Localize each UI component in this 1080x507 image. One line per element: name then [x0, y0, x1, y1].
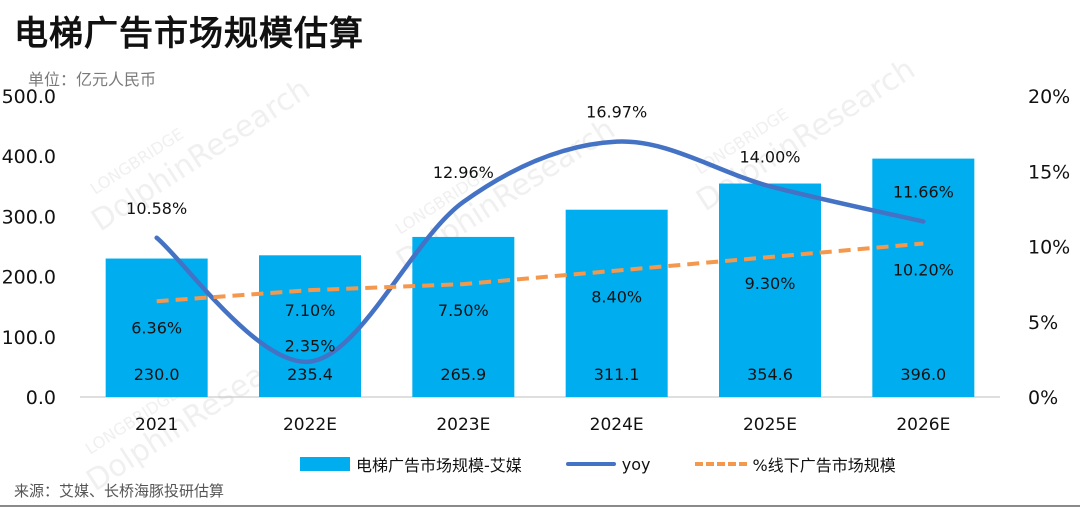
legend: 电梯广告市场规模-艾媒 yoy %线下广告市场规模 [300, 452, 940, 476]
y-left-tick-label: 100.0 [2, 327, 56, 349]
page-title: 电梯广告市场规模估算 [14, 14, 364, 54]
legend-label-yoy: yoy [621, 454, 651, 474]
bar-value-label: 230.0 [134, 365, 180, 384]
legend-item-offline: %线下广告市场规模 [694, 452, 896, 476]
yoy-value-label: 2.35% [285, 337, 336, 356]
yoy-value-label: 14.00% [739, 147, 800, 166]
watermark-name: DolphinResearch [85, 72, 316, 239]
unit-label: 单位：亿元人民币 [28, 70, 157, 89]
bar [259, 255, 361, 397]
bar-value-labels: 230.0 235.4 265.9 311.1 354.6 396.0 [134, 365, 946, 384]
yoy-value-label: 16.97% [586, 103, 647, 122]
y-right-tick-label: 0% [1028, 387, 1058, 409]
offline-value-label: 10.20% [893, 260, 954, 279]
bar-value-label: 265.9 [440, 365, 486, 384]
x-tick-label: 2022E [283, 415, 337, 435]
legend-swatch-offline [694, 462, 747, 466]
y-right-tick-label: 5% [1028, 312, 1058, 334]
y-right-tick-label: 15% [1028, 161, 1070, 183]
bar [412, 236, 515, 397]
offline-value-label: 6.36% [131, 318, 182, 337]
line-value-labels: 10.58% 2.35% 12.96% 16.97% 14.00% 11.66% 6.36%… [126, 103, 954, 356]
x-tick-label: 2021 [135, 415, 178, 435]
bar [872, 158, 975, 397]
legend-item-yoy: yoy [565, 454, 651, 474]
y-left-tick-label: 300.0 [2, 206, 56, 228]
bar-value-label: 311.1 [594, 365, 640, 384]
y-left-tick-label: 500.0 [2, 86, 56, 108]
bar [719, 183, 821, 397]
bottom-divider [0, 505, 1080, 507]
bar-value-label: 354.6 [747, 365, 793, 384]
y-axis-right: 0% 5% 10% 15% 20% [1028, 86, 1070, 409]
x-tick-label: 2024E [590, 415, 644, 435]
offline-share-line [156, 241, 924, 304]
offline-value-label: 7.10% [285, 301, 336, 320]
yoy-value-label: 11.66% [893, 183, 954, 202]
offline-value-label: 7.50% [438, 301, 489, 320]
legend-item-bars: 电梯广告市场规模-艾媒 [300, 452, 522, 476]
x-axis-ticks: 2021 2022E 2023E 2024E 2025E 2026E [135, 415, 950, 435]
bar [565, 209, 668, 397]
bar [105, 258, 208, 397]
x-tick-label: 2025E [743, 415, 797, 435]
offline-value-label: 8.40% [591, 288, 642, 307]
y-right-tick-label: 10% [1028, 237, 1070, 259]
yoy-line [154, 139, 926, 364]
legend-label-offline: %线下广告市场规模 [752, 456, 896, 475]
y-left-tick-label: 400.0 [2, 146, 56, 168]
bar-value-label: 396.0 [900, 365, 946, 384]
legend-label-bars: 电梯广告市场规模-艾媒 [356, 456, 522, 475]
y-left-tick-label: 200.0 [2, 267, 56, 289]
yoy-value-label: 12.96% [433, 163, 494, 182]
offline-value-label: 9.30% [745, 274, 796, 293]
y-left-tick-label: 0.0 [26, 387, 56, 409]
line-series [154, 139, 926, 364]
bar-value-label: 235.4 [287, 365, 333, 384]
yoy-value-label: 10.58% [126, 199, 187, 218]
y-axis-left: 0.0 100.0 200.0 300.0 400.0 500.0 [2, 86, 56, 409]
legend-swatch-bars [300, 457, 350, 471]
x-tick-label: 2023E [436, 415, 490, 435]
y-right-tick-label: 20% [1028, 86, 1070, 108]
legend-swatch-yoy [565, 462, 616, 466]
bar-series [105, 158, 975, 397]
x-tick-label: 2026E [896, 415, 950, 435]
source-note: 来源：艾媒、长桥海豚投研估算 [14, 482, 225, 500]
